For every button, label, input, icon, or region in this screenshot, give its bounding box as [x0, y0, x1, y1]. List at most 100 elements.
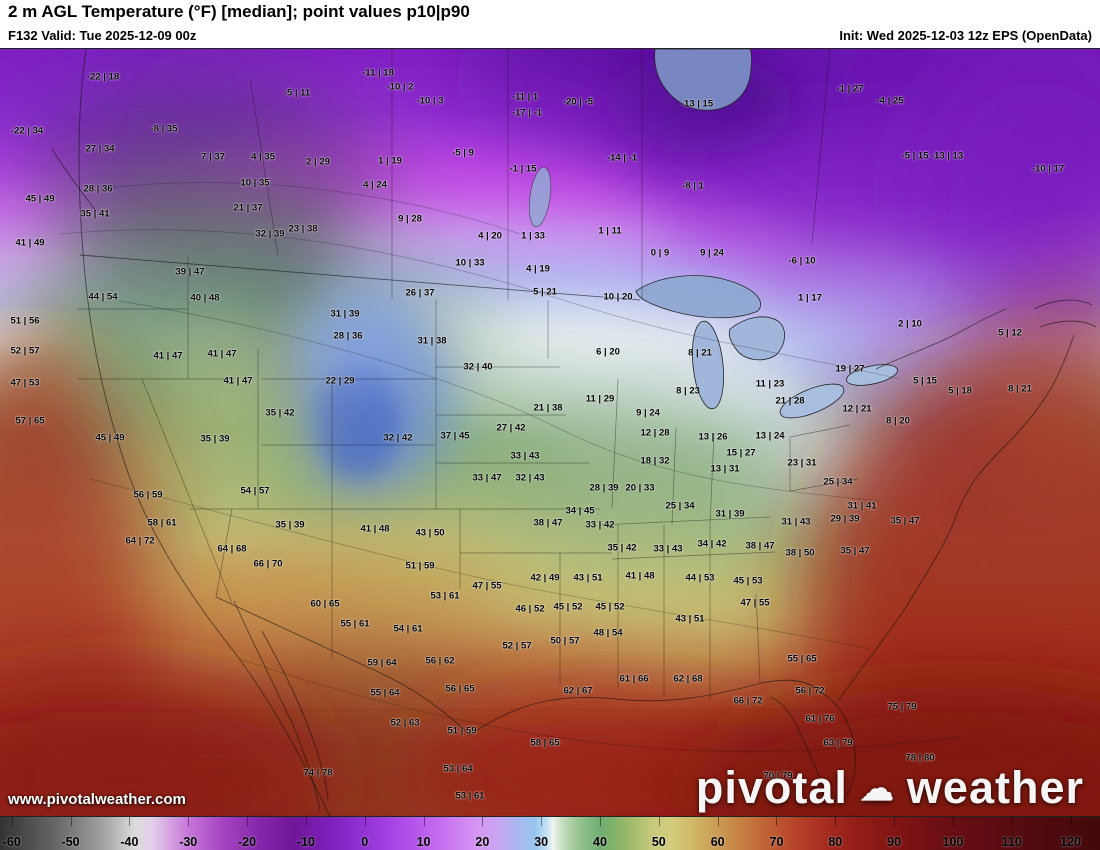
colorbar-tick-label: -60 [2, 835, 21, 849]
colorbar-tick-label: 20 [475, 835, 490, 849]
temperature-map[interactable]: -22 | 18 -5 | 11 -11 | 18 -10 | 2 -10 | 3 -11… [0, 48, 1100, 816]
colorbar-tick-mark [188, 817, 190, 826]
point-value-label: 9 | 28 [398, 213, 422, 225]
page-title: 2 m AGL Temperature (°F) [median]; point… [8, 2, 470, 21]
point-value-label: 62 | 67 [563, 685, 593, 697]
point-value-label: 29 | 39 [830, 513, 860, 525]
point-value-label: -13 | 15 [680, 98, 714, 110]
point-value-label: -14 | -1 [606, 152, 638, 164]
point-value-label: 4 | 35 [251, 151, 275, 163]
point-value-label: 11 | 29 [585, 393, 615, 405]
point-value-label: 8 | 23 [676, 385, 700, 397]
state-borders [78, 49, 859, 701]
point-value-label: 40 | 48 [190, 292, 220, 304]
point-value-label: 23 | 38 [288, 223, 318, 235]
temperature-contours [59, 182, 961, 752]
colorbar-tick-label: 90 [887, 835, 902, 849]
point-value-label: 44 | 54 [88, 291, 118, 303]
point-value-label: 43 | 50 [415, 527, 445, 539]
point-value-label: 21 | 37 [233, 202, 263, 214]
colorbar-tick-mark [247, 817, 249, 826]
colorbar-tick-label: -20 [238, 835, 257, 849]
colorbar-tick-label: 120 [1060, 835, 1082, 849]
point-value-label: 5 | 15 [913, 375, 937, 387]
point-value-label: 43 | 51 [675, 613, 705, 625]
point-value-label: 27 | 42 [496, 422, 526, 434]
colorbar-tick-label: 80 [828, 835, 843, 849]
point-value-label: 70 | 79 [763, 770, 793, 782]
point-value-label: -11 | 1 [511, 91, 539, 103]
point-value-label: 45 | 49 [25, 193, 55, 205]
point-value-label: 10 | 35 [240, 177, 270, 189]
point-value-label: 54 | 61 [393, 623, 423, 635]
point-value-label: 52 | 57 [10, 345, 40, 357]
cloud-icon: ☁ [859, 770, 895, 808]
point-value-label: 78 | 80 [905, 752, 935, 764]
init-time-label: Init: Wed 2025-12-03 12z EPS (OpenData) [839, 28, 1092, 43]
watermark-url: www.pivotalweather.com [8, 791, 186, 808]
point-value-label: 2 | 29 [306, 156, 330, 168]
point-value-label: 63 | 79 [823, 737, 853, 749]
point-value-label: 58 | 65 [530, 737, 560, 749]
point-value-label: 5 | 12 [998, 327, 1022, 339]
point-value-label: 56 | 62 [425, 655, 455, 667]
point-value-label: 51 | 59 [447, 725, 477, 737]
point-value-label: 38 | 47 [533, 517, 563, 529]
point-value-label: 45 | 52 [595, 601, 625, 613]
point-value-label: 44 | 53 [685, 572, 715, 584]
colorbar-tick-mark [423, 817, 425, 826]
point-value-label: 28 | 39 [589, 482, 619, 494]
point-value-label: 35 | 47 [840, 545, 870, 557]
point-value-label: 25 | 34 [665, 500, 695, 512]
pivotal-weather-logo: pivotal ☁ weather [696, 762, 1084, 814]
valid-time-label: F132 Valid: Tue 2025-12-09 00z [8, 28, 197, 43]
point-value-label: 74 | 78 [303, 767, 333, 779]
point-value-label: 19 | 27 [835, 363, 865, 375]
point-value-label: 10 | 33 [455, 257, 485, 269]
point-value-label: 33 | 43 [510, 450, 540, 462]
point-value-label: 55 | 64 [370, 687, 400, 699]
point-value-label: 33 | 42 [585, 519, 615, 531]
point-value-label: -1 | 15 [509, 163, 537, 175]
colorbar-tick-mark [541, 817, 543, 826]
point-value-label: 9 | 24 [636, 407, 660, 419]
point-value-label: 1 | 19 [378, 155, 402, 167]
point-value-label: 7 | 37 [201, 151, 225, 163]
point-value-label: 28 | 36 [83, 183, 113, 195]
point-value-label: 57 | 65 [15, 415, 45, 427]
colorbar-tick-label: 10 [416, 835, 431, 849]
point-value-label: 41 | 47 [223, 375, 253, 387]
colorbar-tick-label: -30 [179, 835, 198, 849]
point-value-label: 10 | 20 [603, 291, 633, 303]
point-value-label: 13 | 26 [698, 431, 728, 443]
point-value-label: 2 | 10 [898, 318, 922, 330]
point-value-label: 5 | 18 [948, 385, 972, 397]
colorbar-tick-mark [364, 817, 366, 826]
point-value-label: 52 | 57 [502, 640, 532, 652]
colorbar-tick-label: -10 [296, 835, 315, 849]
point-value-label: 53 | 61 [455, 790, 485, 802]
point-value-label: 35 | 42 [265, 407, 295, 419]
temperature-colorbar: -60 -50 -40 -30 -20 -10 0 10 20 30 40 50 60 70 80 90 100… [0, 816, 1100, 850]
point-value-label: -1 | 27 [836, 83, 864, 95]
point-value-label: -5 | 15 [901, 150, 929, 162]
point-value-label: 12 | 28 [640, 427, 670, 439]
point-value-label: 20 | 33 [625, 482, 655, 494]
point-value-label: 8 | 21 [1008, 383, 1032, 395]
colorbar-tick-mark [129, 817, 131, 826]
point-value-label: -17 | -1 [511, 107, 543, 119]
point-value-label: 35 | 39 [200, 433, 230, 445]
colorbar-tick-label: 110 [1001, 835, 1022, 849]
point-value-label: 41 | 49 [15, 237, 45, 249]
header: 2 m AGL Temperature (°F) [median]; point… [0, 0, 1100, 48]
point-value-label: 66 | 70 [253, 558, 283, 570]
point-value-label: 34 | 42 [697, 538, 727, 550]
colorbar-tick-label: -50 [61, 835, 80, 849]
point-value-label: -10 | 2 [386, 81, 414, 93]
point-value-label: 35 | 39 [275, 519, 305, 531]
point-value-label: 59 | 64 [367, 657, 397, 669]
point-value-label: 66 | 72 [733, 695, 763, 707]
point-value-label: 51 | 59 [405, 560, 435, 572]
point-value-label: -8 | 35 [150, 123, 178, 135]
